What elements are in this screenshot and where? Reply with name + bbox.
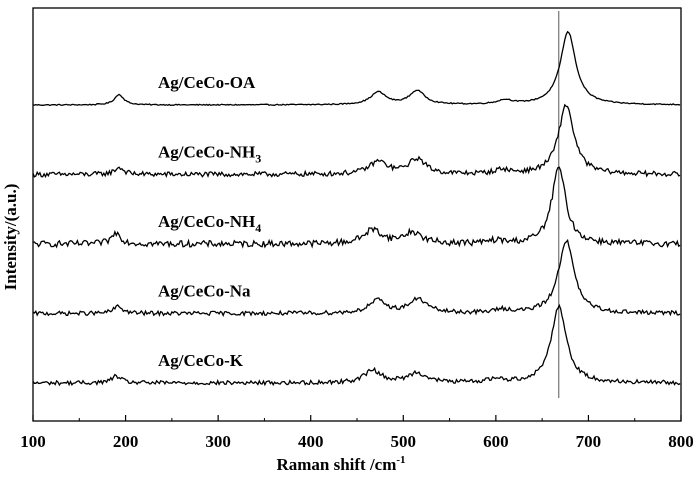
x-tick-label-300: 300: [205, 432, 231, 451]
x-tick-label-600: 600: [483, 432, 509, 451]
x-axis-title: Raman shift /cm-1: [276, 454, 405, 474]
x-tick-label-500: 500: [391, 432, 417, 451]
spectrum-line-2: [32, 103, 681, 179]
spectrum-line-5: [32, 303, 681, 387]
spectrum-line-4: [32, 238, 681, 318]
series-label-1: Ag/CeCo-OA: [158, 73, 256, 92]
x-tick-label-700: 700: [576, 432, 602, 451]
series-label-4: Ag/CeCo-Na: [158, 282, 251, 301]
x-tick-label-800: 800: [668, 432, 694, 451]
spectrum-line-1: [32, 30, 681, 107]
x-axis-ticks: [32, 415, 682, 421]
spectra-group: [32, 30, 681, 387]
x-tick-label-100: 100: [20, 432, 46, 451]
x-axis-tick-labels: 100 200 300 400 500 600 700 800: [20, 432, 694, 451]
spectrum-line-3: [32, 166, 681, 249]
plot-frame: [32, 7, 682, 422]
y-axis-title: Intensity/(a.u.): [1, 184, 20, 291]
x-tick-label-200: 200: [113, 432, 139, 451]
series-label-5: Ag/CeCo-K: [158, 351, 244, 370]
x-tick-label-400: 400: [298, 432, 324, 451]
series-label-2: Ag/CeCo-NH3: [158, 143, 261, 166]
series-label-3: Ag/CeCo-NH4: [158, 212, 261, 235]
series-labels-group: Ag/CeCo-OA Ag/CeCo-NH3 Ag/CeCo-NH4 Ag/CeCo-…: [158, 73, 261, 370]
